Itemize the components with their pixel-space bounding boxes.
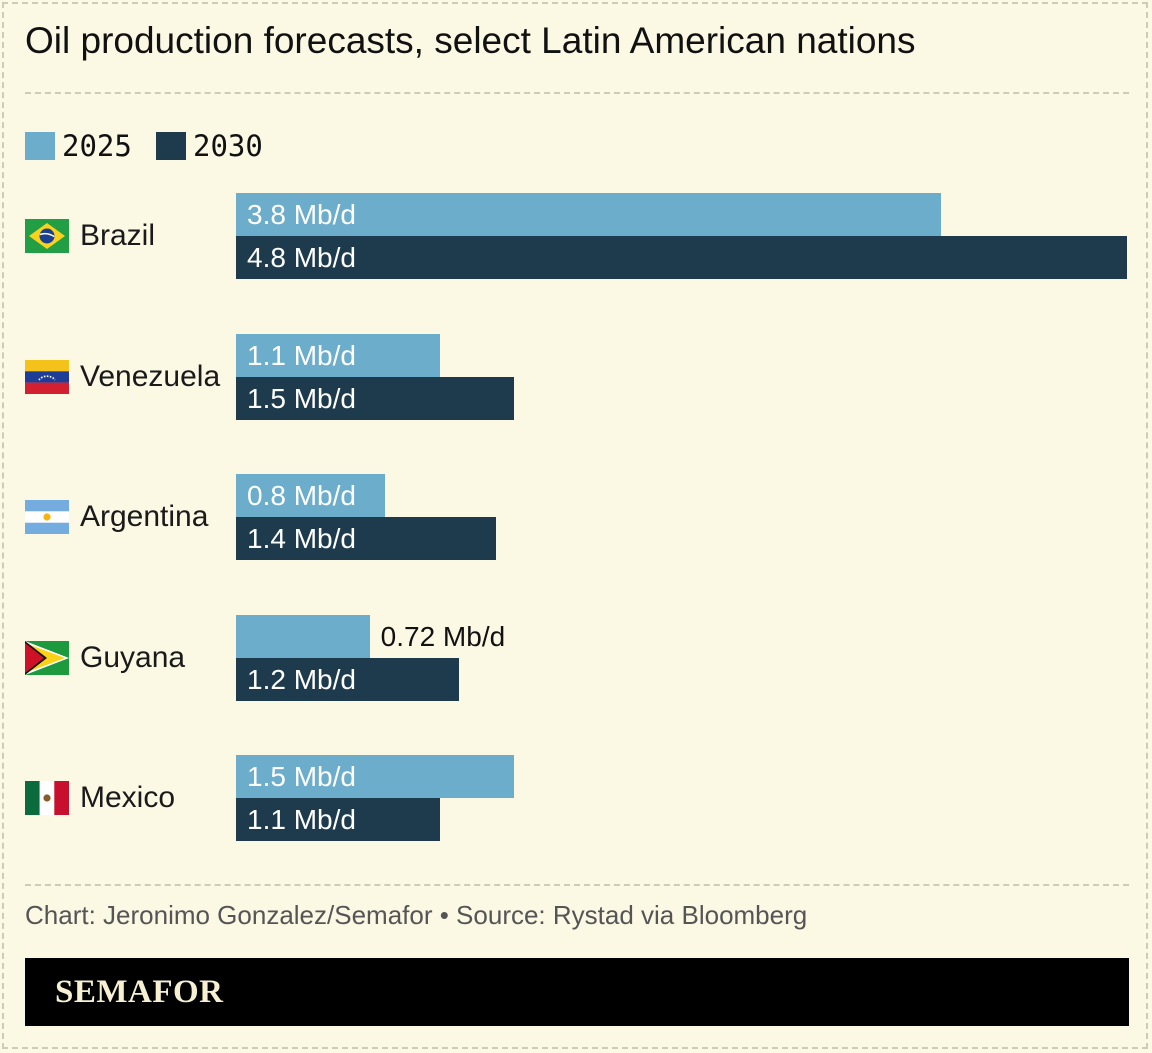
bar-mexico-2030 xyxy=(236,798,441,841)
argentina-flag-icon xyxy=(25,500,69,534)
legend-swatch-2025 xyxy=(25,132,55,160)
legend-swatch-2030 xyxy=(156,132,186,160)
bar-guyana-2025 xyxy=(236,614,370,658)
bar-mexico-2025 xyxy=(236,755,515,798)
title-divider xyxy=(25,92,1129,94)
data-label-argentina-2025: 0.8 Mb/d xyxy=(247,480,356,511)
data-label-mexico-2025: 1.5 Mb/d xyxy=(247,761,356,792)
brazil-flag-icon xyxy=(25,219,69,253)
bar-guyana-2030 xyxy=(236,657,459,701)
data-label-brazil-2030: 4.8 Mb/d xyxy=(247,242,356,273)
mexico-flag-icon xyxy=(25,781,69,815)
data-label-argentina-2030: 1.4 Mb/d xyxy=(247,523,356,554)
legend-label-2025: 2025 xyxy=(62,129,132,163)
data-label-guyana-2025: 0.72 Mb/d xyxy=(380,620,506,652)
bar-venezuela-2030 xyxy=(236,376,515,420)
data-label-guyana-2030: 1.2 Mb/d xyxy=(247,663,356,695)
legend-label-2030: 2030 xyxy=(193,129,263,163)
footer-divider xyxy=(25,884,1129,886)
chart-title: Oil production forecasts, select Latin A… xyxy=(25,20,916,61)
bar-venezuela-2025 xyxy=(236,333,441,377)
data-label-venezuela-2025: 1.1 Mb/d xyxy=(247,339,356,371)
country-name: Argentina xyxy=(80,500,209,533)
bar-brazil-2025 xyxy=(236,193,942,236)
venezuela-flag-icon xyxy=(25,359,69,394)
bar-brazil-2030 xyxy=(236,236,1127,279)
country-name: Mexico xyxy=(80,781,176,814)
country-name: Brazil xyxy=(80,219,156,252)
data-label-mexico-2030: 1.1 Mb/d xyxy=(247,804,356,835)
source-note: Chart: Jeronimo Gonzalez/Semafor • Sourc… xyxy=(25,900,808,930)
bar-argentina-2030 xyxy=(236,517,496,560)
data-label-brazil-2025: 3.8 Mb/d xyxy=(247,199,356,230)
guyana-flag-icon xyxy=(25,640,69,675)
data-label-venezuela-2030: 1.5 Mb/d xyxy=(247,382,356,414)
country-name: Venezuela xyxy=(80,359,221,393)
brand-bar: SEMAFOR xyxy=(25,958,1129,1026)
semafor-logo: SEMAFOR xyxy=(55,974,224,1010)
country-name: Guyana xyxy=(80,640,186,674)
bar-argentina-2025 xyxy=(236,474,385,517)
